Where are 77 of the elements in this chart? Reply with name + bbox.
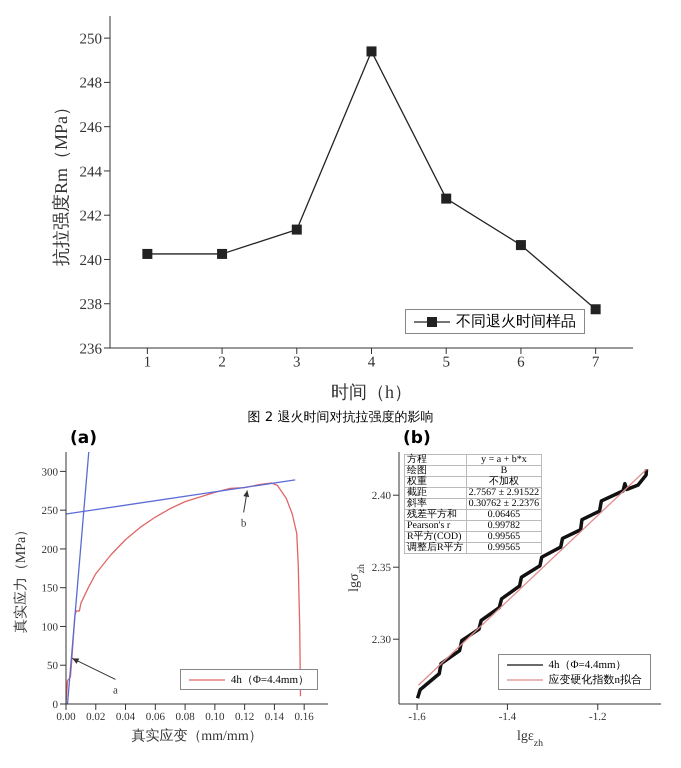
y-axis-title: 真实应力（MPa） (13, 522, 29, 634)
x-tick-label: 3 (293, 354, 301, 371)
y-tick-label: 150 (42, 582, 58, 595)
x-tick-label: 0.16 (294, 710, 314, 723)
annotation: B (466, 465, 542, 476)
x-tick-label: 0.06 (146, 710, 166, 723)
line-series (66, 482, 302, 704)
x-tick-label: 4 (368, 354, 376, 371)
legend-label: 不同退火时间样品 (456, 312, 576, 331)
annotation: b (240, 517, 247, 530)
x-tick-label: 0.04 (116, 710, 136, 723)
annotation: 0.30762 ± 2.2376 (466, 498, 542, 510)
legend-label: 应变硬化指数n拟合 (548, 672, 642, 687)
point (217, 248, 228, 259)
annotation: 0.99782 (466, 520, 542, 532)
y-tick-label: 0 (52, 698, 58, 711)
x-tick-label: 0.00 (56, 710, 76, 723)
y-tick-label: 244 (80, 164, 102, 180)
annotation: 2.7567 ± 2.91522 (466, 487, 542, 498)
x-tick-label: 0.10 (205, 710, 225, 723)
annotation: 0.99565 (466, 531, 542, 542)
legend-label: 4h（Φ=4.4mm） (230, 673, 309, 687)
x-axis-title: lgε$_{zh}$ (516, 729, 544, 748)
x-tick-label: -1.4 (498, 710, 517, 723)
point (516, 240, 526, 250)
x-tick-label: 6 (517, 354, 526, 371)
annotation: 截距 (404, 487, 466, 498)
x-tick-label: 0.02 (86, 710, 106, 723)
y-tick-label: 250 (80, 31, 102, 48)
annotation: 方程 (404, 454, 466, 466)
annotation: Pearson's r (404, 520, 466, 532)
y-tick-label: 246 (80, 120, 102, 136)
point (441, 194, 452, 204)
y-tick-label: 250 (42, 505, 58, 518)
annotation: 不加权 (466, 476, 542, 488)
y-tick-label: 240 (80, 252, 102, 269)
y-tick-label: 2.35 (372, 562, 392, 574)
annotation: 权重 (404, 476, 466, 488)
x-tick-label: 0.08 (175, 710, 196, 723)
x-tick-label: 0.12 (235, 710, 254, 723)
x-axis-title: 时间（h） (331, 382, 412, 402)
annotation: y = a + b*x (466, 454, 542, 466)
x-tick-label: 2 (218, 354, 226, 371)
x-tick-label: 5 (442, 354, 450, 371)
y-tick-label: 248 (80, 76, 102, 92)
y-tick-label: 242 (80, 208, 102, 225)
chart-title: (a) (70, 428, 98, 448)
y-tick-label: 100 (42, 621, 58, 634)
x-tick-label: 1 (144, 354, 152, 371)
annotation: 绘图 (404, 465, 466, 476)
x-axis-title: 真实应变（mm/mm） (131, 728, 263, 744)
y-tick-label: 238 (80, 297, 102, 314)
y-axis-title: 抗拉强度Rm（MPa） (51, 98, 71, 266)
annotation: R平方(COD) (404, 531, 466, 542)
y-tick-label: 200 (42, 544, 58, 556)
x-tick-label: 7 (592, 354, 600, 371)
annotation: a (113, 684, 118, 696)
chart-title: (b) (403, 428, 431, 448)
y-tick-label: 2.30 (372, 634, 392, 646)
point (142, 248, 152, 259)
annotation: 调整后R平方 (404, 542, 466, 554)
y-tick-label: 50 (47, 660, 58, 672)
y-tick-label: 300 (42, 466, 58, 478)
legend-label: 4h（Φ=4.4mm） (548, 658, 627, 672)
x-tick-label: -1.6 (408, 710, 426, 723)
annotation: 0.99565 (466, 542, 542, 554)
annotation: 残差平方和 (404, 509, 466, 520)
x-tick-label: 0.14 (264, 710, 285, 723)
point (292, 224, 302, 235)
caption: 图 2 退火时间对抗拉强度的影响 (246, 409, 434, 426)
annotation: 0.06465 (466, 509, 542, 520)
x-tick-label: -1.2 (589, 710, 606, 723)
y-tick-label: 236 (80, 341, 102, 358)
y-tick-label: 2.40 (372, 490, 392, 502)
annotation: 斜率 (404, 498, 466, 510)
point (590, 304, 601, 314)
point (366, 46, 376, 56)
